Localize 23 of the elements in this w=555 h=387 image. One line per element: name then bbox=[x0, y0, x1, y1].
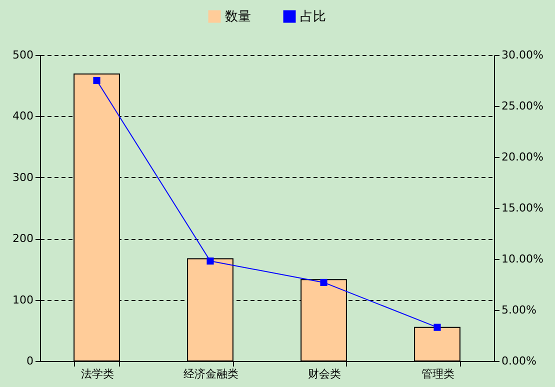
x-tick-label: 财会类 bbox=[308, 368, 341, 380]
y-tick-label: 400 bbox=[12, 110, 34, 123]
y2-tick-label: 25.00% bbox=[502, 100, 544, 112]
y-tick-label: 100 bbox=[12, 293, 34, 306]
y-tick-label: 300 bbox=[12, 170, 34, 184]
x-tick-label: 法学类 bbox=[80, 368, 114, 380]
y2-tick-label: 0.00% bbox=[502, 354, 536, 368]
y2-tick-label: 5.00% bbox=[502, 304, 536, 316]
x-tick-label: 经济金融类 bbox=[183, 368, 238, 380]
y-tick-label: 200 bbox=[12, 232, 34, 246]
y2-tick-label: 20.00% bbox=[502, 150, 544, 164]
point bbox=[434, 324, 441, 331]
y2-tick-label: 15.00% bbox=[502, 202, 544, 214]
legend-label: 数量 bbox=[225, 10, 251, 25]
point bbox=[93, 76, 100, 84]
x-tick-label: 管理类 bbox=[421, 368, 454, 380]
legend-label: 占比 bbox=[300, 10, 326, 25]
y2-tick-label: 10.00% bbox=[502, 252, 544, 266]
y-tick-label: 500 bbox=[12, 48, 34, 62]
point bbox=[320, 278, 328, 286]
y2-tick-label: 30.00% bbox=[502, 48, 544, 62]
y-tick-label: 0 bbox=[26, 354, 34, 368]
point bbox=[206, 258, 214, 265]
